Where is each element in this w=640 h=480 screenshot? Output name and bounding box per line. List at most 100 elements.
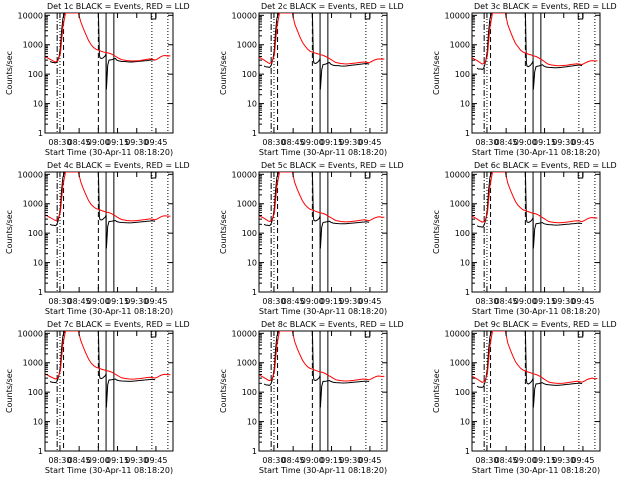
panel-det-6: Det 6c BLACK = Events, RED = LLD 1 10 100 10…: [432, 161, 617, 316]
series-line-lld: [259, 331, 385, 382]
series-line-events: [49, 13, 156, 90]
x-axis-label: Start Time (30-Apr-11 08:18:20): [472, 148, 600, 157]
x-tick-label: 09:15: [106, 297, 129, 306]
panel-det-1: Det 1c BLACK = Events, RED = LLD 1 10 100 10…: [5, 2, 190, 157]
series-line-lld: [472, 13, 598, 67]
y-tick-label: 10000: [18, 329, 43, 338]
x-tick-label: 09:45: [358, 456, 381, 465]
x-tick-label: 09:45: [358, 138, 381, 147]
y-tick-label: 10000: [18, 11, 43, 20]
x-tick-label: 09:45: [358, 297, 381, 306]
x-tick-label: 08:30: [48, 297, 71, 306]
y-axis-label: Counts/sec: [5, 51, 14, 95]
y-tick-label: 10: [247, 259, 257, 268]
y-tick-label: 100: [455, 70, 470, 79]
x-axis-label: Start Time (30-Apr-11 08:18:20): [259, 466, 387, 475]
x-tick-label: 08:45: [495, 456, 518, 465]
y-tick-label: 10000: [18, 170, 43, 179]
y-tick-label: 10: [460, 259, 470, 268]
y-tick-label: 10: [33, 100, 43, 109]
x-tick-label: 08:30: [262, 456, 285, 465]
series-group: [45, 172, 171, 249]
panel-title: Det 8c BLACK = Events, RED = LLD: [261, 320, 404, 329]
y-tick-label: 1000: [23, 41, 43, 50]
y-tick-label: 10: [33, 259, 43, 268]
y-tick-label: 1000: [237, 359, 257, 368]
x-tick-label: 09:00: [301, 138, 324, 147]
x-tick-label: 09:00: [301, 456, 324, 465]
y-tick-label: 1: [252, 129, 257, 138]
panel-title: Det 6c BLACK = Events, RED = LLD: [474, 161, 617, 170]
series-line-events: [476, 172, 583, 249]
plot-frame: [258, 12, 388, 134]
y-tick-label: 1000: [450, 359, 470, 368]
y-tick-label: 10: [33, 418, 43, 427]
series-line-lld: [45, 331, 171, 380]
y-tick-label: 10: [247, 418, 257, 427]
series-group: [259, 331, 385, 408]
panel-title: Det 5c BLACK = Events, RED = LLD: [261, 161, 404, 170]
y-tick-label: 1000: [237, 41, 257, 50]
x-tick-label: 09:15: [106, 456, 129, 465]
y-tick-label: 10000: [232, 329, 257, 338]
y-tick-label: 100: [28, 70, 43, 79]
x-tick-label: 09:30: [339, 297, 362, 306]
plot-frame: [44, 330, 174, 452]
series-line-events: [49, 331, 156, 408]
panel-title: Det 3c BLACK = Events, RED = LLD: [474, 2, 617, 11]
x-tick-label: 08:30: [475, 297, 498, 306]
y-tick-label: 1: [252, 447, 257, 456]
y-tick-label: 100: [28, 388, 43, 397]
panel-det-9: Det 9c BLACK = Events, RED = LLD 1 10 100 10…: [432, 320, 617, 475]
x-tick-label: 09:45: [144, 138, 167, 147]
x-tick-label: 09:30: [339, 138, 362, 147]
series-group: [45, 331, 171, 408]
x-tick-label: 09:30: [125, 138, 148, 147]
x-tick-label: 09:15: [533, 456, 556, 465]
panel-title: Det 1c BLACK = Events, RED = LLD: [47, 2, 190, 11]
plot-frame: [471, 330, 601, 452]
plot-frame: [471, 12, 601, 134]
x-tick-label: 09:30: [552, 297, 575, 306]
series-line-lld: [45, 172, 171, 222]
series-group: [259, 172, 385, 249]
x-tick-label: 09:00: [87, 297, 110, 306]
panel-title: Det 9c BLACK = Events, RED = LLD: [474, 320, 617, 329]
x-tick-label: 09:30: [552, 138, 575, 147]
x-tick-label: 09:00: [87, 138, 110, 147]
x-tick-label: 09:15: [533, 297, 556, 306]
panel-det-4: Det 4c BLACK = Events, RED = LLD 1 10 100 10…: [5, 161, 190, 316]
x-tick-label: 09:00: [301, 297, 324, 306]
x-tick-label: 08:30: [475, 456, 498, 465]
panel-title: Det 4c BLACK = Events, RED = LLD: [47, 161, 190, 170]
x-tick-label: 09:15: [320, 456, 343, 465]
y-tick-label: 100: [242, 229, 257, 238]
y-tick-label: 1: [465, 447, 470, 456]
x-tick-label: 09:15: [320, 138, 343, 147]
plot-frame: [471, 171, 601, 293]
series-line-lld: [259, 172, 385, 223]
plot-frame: [44, 12, 174, 134]
y-tick-label: 1000: [23, 200, 43, 209]
series-line-events: [263, 13, 370, 90]
series-group: [472, 13, 598, 90]
y-axis-label: Counts/sec: [432, 210, 441, 254]
panels-grid: Det 1c BLACK = Events, RED = LLD11010010…: [5, 2, 617, 475]
series-line-lld: [472, 172, 598, 224]
series-line-lld: [472, 331, 598, 384]
x-tick-label: 09:15: [533, 138, 556, 147]
y-tick-label: 10000: [445, 170, 470, 179]
y-axis-label: Counts/sec: [5, 210, 14, 254]
x-tick-label: 08:30: [475, 138, 498, 147]
series-group: [472, 331, 598, 408]
y-tick-label: 10: [460, 100, 470, 109]
panel-det-3: Det 3c BLACK = Events, RED = LLD 1 10 100 10…: [432, 2, 617, 157]
series-line-events: [476, 331, 583, 408]
panel-title: Det 2c BLACK = Events, RED = LLD: [261, 2, 404, 11]
y-axis-label: Counts/sec: [432, 369, 441, 413]
y-tick-label: 100: [455, 229, 470, 238]
x-tick-label: 09:30: [552, 456, 575, 465]
y-tick-label: 1000: [237, 200, 257, 209]
series-line-events: [263, 172, 370, 249]
x-tick-label: 09:15: [320, 297, 343, 306]
